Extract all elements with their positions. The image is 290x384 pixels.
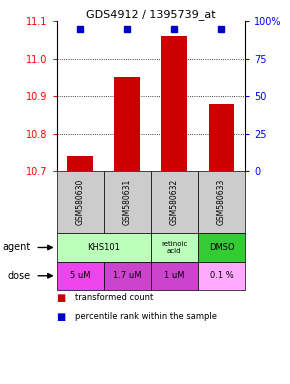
Text: 1 uM: 1 uM (164, 271, 185, 280)
Bar (151, 262, 198, 290)
Bar (151, 233, 198, 262)
Text: GSM580633: GSM580633 (217, 179, 226, 225)
Bar (104, 262, 151, 290)
Bar (67, 156, 93, 171)
Text: GSM580630: GSM580630 (76, 179, 85, 225)
Bar (209, 104, 234, 171)
Bar (114, 77, 140, 171)
Text: DMSO: DMSO (209, 243, 234, 252)
Bar (198, 171, 245, 233)
Text: transformed count: transformed count (75, 293, 154, 302)
Text: dose: dose (8, 271, 31, 281)
Bar (198, 262, 245, 290)
Text: 0.1 %: 0.1 % (210, 271, 233, 280)
Text: agent: agent (2, 242, 31, 252)
Bar (162, 36, 187, 171)
Bar (198, 233, 245, 262)
Text: 5 uM: 5 uM (70, 271, 90, 280)
Text: ■: ■ (57, 293, 66, 303)
Bar (57, 233, 151, 262)
Bar (57, 262, 104, 290)
Title: GDS4912 / 1395739_at: GDS4912 / 1395739_at (86, 9, 215, 20)
Text: 1.7 uM: 1.7 uM (113, 271, 142, 280)
Text: ■: ■ (57, 312, 66, 322)
Bar (151, 171, 198, 233)
Text: GSM580632: GSM580632 (170, 179, 179, 225)
Text: GSM580631: GSM580631 (123, 179, 132, 225)
Text: KHS101: KHS101 (87, 243, 120, 252)
Bar (57, 171, 104, 233)
Text: percentile rank within the sample: percentile rank within the sample (75, 312, 218, 321)
Bar (104, 171, 151, 233)
Text: retinoic
acid: retinoic acid (161, 241, 188, 254)
